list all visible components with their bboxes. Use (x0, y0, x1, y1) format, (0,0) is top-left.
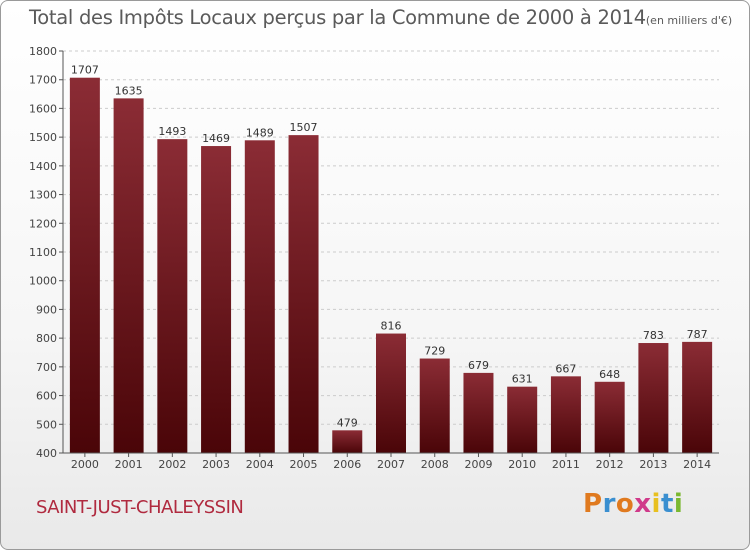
x-tick-label: 2010 (508, 458, 536, 471)
chart-title-row: Total des Impôts Locaux perçus par la Co… (29, 6, 732, 29)
data-label: 729 (424, 345, 445, 358)
x-tick-label: 2002 (158, 458, 186, 471)
y-tick-label: 400 (36, 447, 57, 460)
bar (332, 430, 363, 453)
y-tick-label: 1500 (29, 131, 57, 144)
data-label: 1493 (158, 125, 186, 138)
y-tick-label: 1400 (29, 160, 57, 173)
data-label: 1507 (290, 121, 318, 134)
data-label: 679 (468, 359, 489, 372)
x-tick-label: 2005 (290, 458, 318, 471)
x-tick-label: 2011 (552, 458, 580, 471)
data-label: 1469 (202, 132, 230, 145)
data-label: 816 (381, 320, 402, 333)
logo-letter: P (583, 489, 603, 519)
logo-letter: t (660, 489, 674, 519)
bar (288, 135, 319, 453)
x-tick-labels: 2000 2001 2002 2003 2004 2005 2006 2007 2008 2009… (71, 453, 711, 471)
logo-letter: i (651, 489, 661, 519)
logo-letter: o (615, 489, 635, 519)
bar (157, 139, 188, 453)
data-label: 1489 (246, 126, 274, 139)
y-tick-label: 1100 (29, 246, 57, 259)
y-tick-labels: 400 500 600 700 800 900 1000 1100 1200 1300 1400 15… (29, 45, 57, 460)
commune-name: SAINT-JUST-CHALEYSSIN (36, 497, 244, 518)
data-label: 667 (555, 362, 576, 375)
y-tick-label: 1600 (29, 102, 57, 115)
bar (682, 341, 713, 453)
y-tick-label: 1300 (29, 189, 57, 202)
x-tick-label: 2001 (115, 458, 143, 471)
logo-letter: x (634, 489, 652, 519)
data-label: 1635 (115, 84, 143, 97)
bar (244, 140, 275, 453)
bar (638, 343, 669, 453)
bar (594, 381, 625, 453)
x-tick-label: 2006 (333, 458, 361, 471)
logo-letter: r (602, 489, 616, 519)
x-tick-label: 2012 (596, 458, 624, 471)
x-tick-label: 2000 (71, 458, 99, 471)
bar (507, 386, 538, 453)
y-tick-label: 1700 (29, 74, 57, 87)
x-tick-label: 2014 (683, 458, 711, 471)
data-label: 648 (599, 368, 620, 381)
y-tick-label: 1800 (29, 45, 57, 58)
chart-unit: (en milliers d'€) (645, 14, 733, 27)
y-tick-label: 600 (36, 390, 57, 403)
data-labels: 1707 1635 1493 1469 1489 1507 479 816 729 679 631 6… (71, 64, 708, 430)
bar (463, 372, 494, 453)
logo-letter: i (673, 489, 684, 519)
data-label: 783 (643, 329, 664, 342)
bar (376, 333, 406, 453)
proxiti-logo: Proxiti (583, 489, 683, 519)
data-label: 1707 (71, 64, 99, 77)
data-label: 631 (512, 373, 533, 386)
x-tick-label: 2007 (377, 458, 405, 471)
bar (69, 77, 100, 453)
bars (69, 77, 713, 453)
bar (419, 358, 450, 453)
data-label: 787 (687, 328, 708, 341)
x-tick-label: 2013 (639, 458, 667, 471)
chart-title: Total des Impôts Locaux perçus par la Co… (29, 6, 646, 29)
x-tick-label: 2009 (464, 458, 492, 471)
data-label: 479 (337, 416, 358, 429)
y-tick-label: 500 (36, 418, 57, 431)
y-tick-label: 800 (36, 332, 57, 345)
x-tick-label: 2004 (246, 458, 274, 471)
bar (550, 376, 581, 453)
bar (201, 146, 232, 453)
y-tick-label: 700 (36, 361, 57, 374)
bar (113, 98, 144, 453)
y-tick-label: 1200 (29, 217, 57, 230)
x-tick-label: 2003 (202, 458, 230, 471)
y-tick-label: 1000 (29, 275, 57, 288)
x-tick-label: 2008 (421, 458, 449, 471)
y-tick-label: 900 (36, 303, 57, 316)
